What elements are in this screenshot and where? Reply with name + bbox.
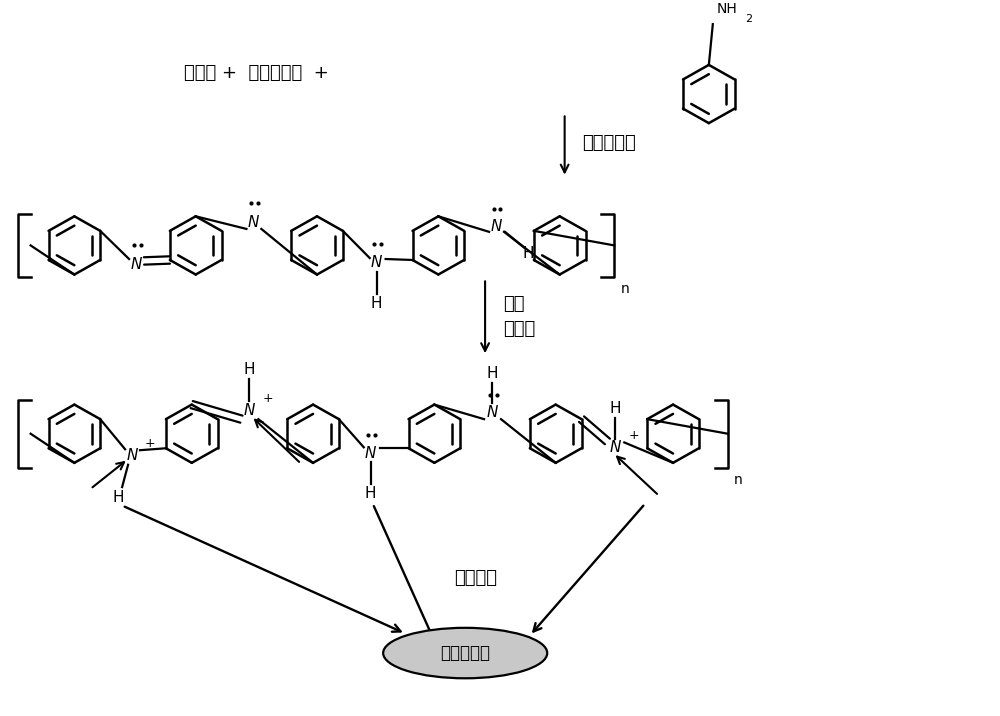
Text: +: + [628,429,639,442]
Text: 氢离子 +  杂多阴离子  +: 氢离子 + 杂多阴离子 + [184,64,329,82]
Text: 杂多阴离子: 杂多阴离子 [440,644,490,662]
Text: +: + [145,437,156,450]
Text: H: H [371,296,382,311]
Text: N: N [490,218,502,233]
Text: N: N [130,257,142,272]
Text: 静电吸附: 静电吸附 [454,569,497,587]
Text: N: N [248,215,259,230]
Text: 氢离子: 氢离子 [503,320,535,338]
Text: H: H [610,401,621,416]
Text: N: N [244,403,255,418]
Text: +: + [262,392,273,405]
Text: n: n [620,282,629,296]
Text: N: N [371,256,382,271]
Text: N: N [610,440,621,455]
Text: 2: 2 [745,14,752,24]
Text: 电化学聚合: 电化学聚合 [583,134,636,152]
Text: N: N [486,405,498,420]
Text: H: H [244,362,255,377]
Text: H: H [522,246,534,261]
Text: N: N [365,445,376,460]
Text: NH: NH [717,2,738,16]
Text: H: H [365,486,376,501]
Text: N: N [126,448,138,463]
Text: n: n [734,473,742,487]
Text: H: H [112,490,124,505]
Ellipse shape [383,628,547,678]
Text: 掺杂: 掺杂 [503,295,524,313]
Text: H: H [486,366,498,381]
